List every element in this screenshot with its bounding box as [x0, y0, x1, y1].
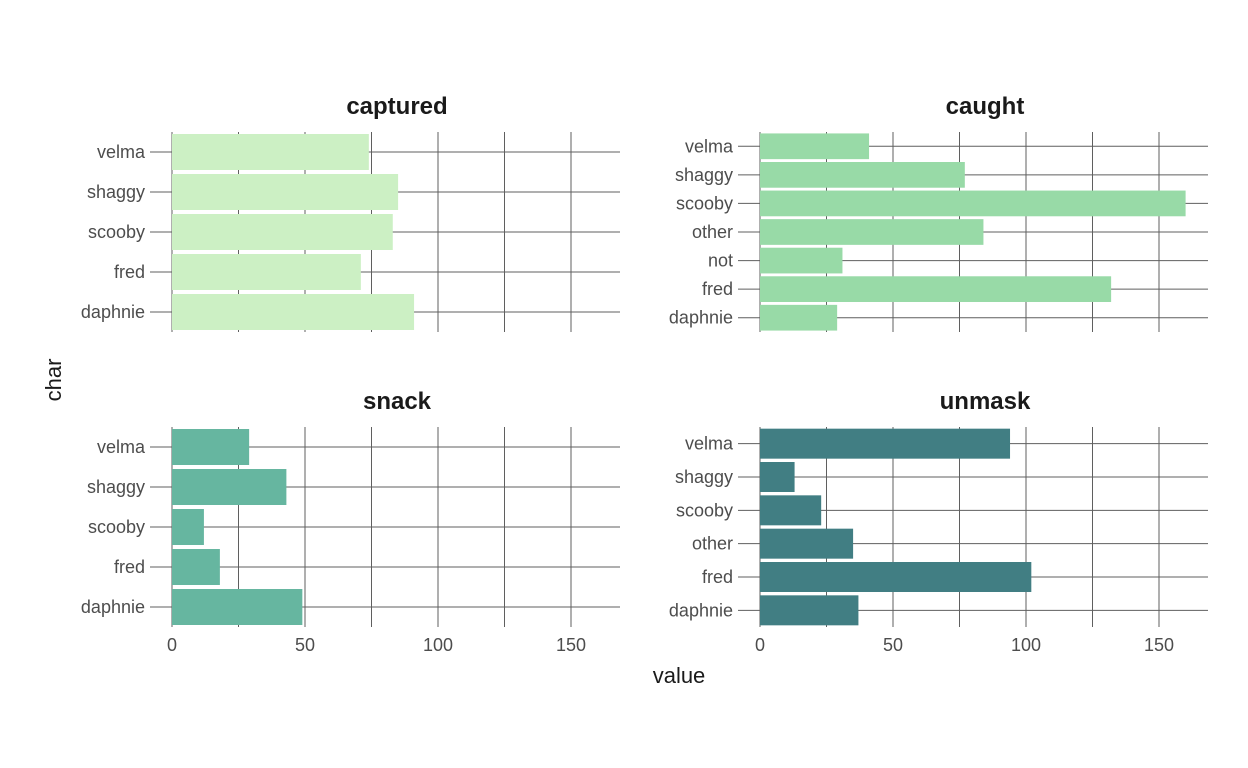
y-tick-label: velma	[685, 136, 734, 156]
bar-captured-shaggy	[172, 174, 399, 210]
bar-caught-daphnie	[760, 304, 838, 331]
x-tick-label: 150	[1144, 635, 1174, 655]
panel-unmask: velma shaggy scooby other fred daphnie unmask 0…	[669, 388, 1208, 655]
panel-title: captured	[346, 93, 447, 120]
bar-caught-shaggy	[760, 162, 965, 188]
bar-unmask-fred	[760, 562, 1032, 592]
bar-unmask-scooby	[760, 495, 822, 526]
y-tick-label: velma	[97, 437, 146, 457]
y-tick-label: fred	[702, 567, 733, 587]
y-tick-label: other	[692, 222, 733, 242]
x-tick-label: 100	[1011, 635, 1041, 655]
bar-snack-fred	[172, 549, 220, 585]
y-tick-label: velma	[685, 434, 734, 454]
panel-title: snack	[363, 388, 432, 415]
bar-unmask-daphnie	[760, 595, 859, 626]
bar-caught-fred	[760, 276, 1112, 302]
x-axis-title: value	[653, 663, 706, 688]
x-tick-label: 50	[883, 635, 903, 655]
y-tick-label: fred	[702, 279, 733, 299]
y-tick-label: fred	[114, 557, 145, 577]
y-tick-label: daphnie	[669, 308, 733, 328]
x-tick-label: 150	[556, 635, 586, 655]
y-axis-title: char	[41, 359, 66, 402]
y-tick-label: shaggy	[87, 182, 145, 202]
bar-unmask-shaggy	[760, 462, 795, 492]
bar-captured-fred	[172, 254, 361, 290]
bar-snack-velma	[172, 429, 250, 465]
panel-caught: velma shaggy scooby other not fred daphnie caug…	[669, 93, 1208, 332]
y-tick-label: scooby	[88, 222, 145, 242]
bar-snack-daphnie	[172, 589, 303, 625]
panel-title: unmask	[940, 388, 1031, 415]
bar-snack-scooby	[172, 509, 204, 545]
bar-captured-velma	[172, 134, 369, 170]
bar-unmask-other	[760, 528, 854, 559]
y-tick-label: scooby	[88, 517, 145, 537]
chart-panels: velmashaggyscoobyfreddaphniecapturedvelm…	[81, 93, 1208, 655]
y-tick-label: velma	[97, 142, 146, 162]
y-tick-label: shaggy	[675, 467, 733, 487]
x-tick-label: 50	[295, 635, 315, 655]
x-tick-label: 0	[755, 635, 765, 655]
y-tick-label: daphnie	[81, 302, 145, 322]
y-tick-label: fred	[114, 262, 145, 282]
bar-caught-not	[760, 247, 843, 274]
y-tick-label: shaggy	[87, 477, 145, 497]
y-tick-label: other	[692, 534, 733, 554]
y-tick-label: scooby	[676, 500, 733, 520]
bar-snack-shaggy	[172, 469, 287, 505]
panel-snack: velma shaggy scooby fred daphnie snack 0 50 100 1…	[81, 388, 620, 655]
bar-caught-other	[760, 219, 984, 245]
bar-captured-daphnie	[172, 294, 415, 330]
x-tick-label: 100	[423, 635, 453, 655]
x-tick-label: 0	[167, 635, 177, 655]
y-tick-label: scooby	[676, 193, 733, 213]
panel-title: caught	[946, 93, 1025, 120]
bar-unmask-velma	[760, 428, 1011, 459]
y-tick-label: daphnie	[669, 600, 733, 620]
bar-caught-scooby	[760, 190, 1186, 217]
panel-captured: velma shaggy scooby fred daphnie captured	[81, 93, 620, 332]
bar-captured-scooby	[172, 214, 393, 250]
y-tick-label: shaggy	[675, 165, 733, 185]
y-tick-label: daphnie	[81, 597, 145, 617]
y-tick-label: not	[708, 251, 733, 271]
bar-caught-velma	[760, 133, 870, 160]
